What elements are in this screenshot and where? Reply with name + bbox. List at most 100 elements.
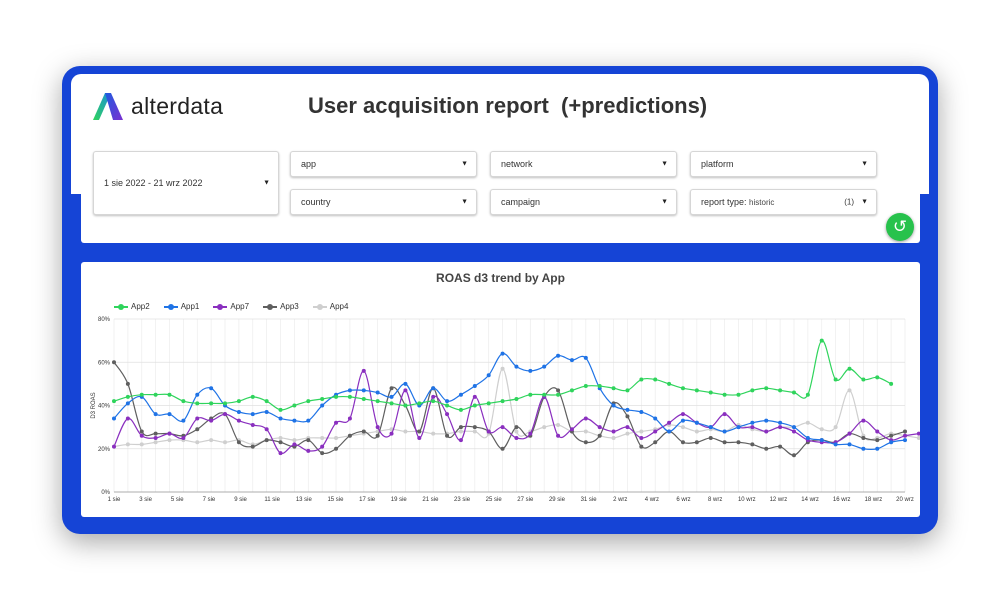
data-point-app2 bbox=[209, 401, 214, 406]
data-point-app3 bbox=[264, 438, 269, 443]
data-point-app1 bbox=[389, 394, 394, 399]
country-filter[interactable]: country ▼ bbox=[290, 189, 477, 215]
data-point-app1 bbox=[431, 386, 436, 391]
data-point-app7 bbox=[916, 431, 920, 436]
data-point-app3 bbox=[417, 429, 422, 434]
data-point-app3 bbox=[625, 414, 630, 419]
data-point-app4 bbox=[805, 420, 810, 425]
data-point-app3 bbox=[708, 435, 713, 440]
platform-filter[interactable]: platform ▼ bbox=[690, 151, 877, 177]
data-point-app3 bbox=[361, 429, 366, 434]
data-point-app3 bbox=[112, 360, 116, 365]
data-point-app1 bbox=[181, 418, 186, 423]
data-point-app2 bbox=[278, 407, 283, 412]
data-point-app1 bbox=[694, 420, 699, 425]
x-tick-label: 29 sie bbox=[549, 497, 566, 503]
data-point-app7 bbox=[597, 425, 602, 430]
data-point-app2 bbox=[875, 375, 880, 380]
report-type-filter[interactable]: report type: historic (1) ▼ bbox=[690, 189, 877, 215]
legend-swatch bbox=[114, 303, 128, 311]
report-type-label: report type: historic bbox=[701, 197, 774, 207]
data-point-app3 bbox=[583, 440, 588, 445]
network-filter[interactable]: network ▼ bbox=[490, 151, 677, 177]
data-point-app3 bbox=[653, 440, 658, 445]
chevron-down-icon: ▼ bbox=[861, 198, 868, 206]
data-point-app1 bbox=[278, 416, 283, 421]
data-point-app1 bbox=[680, 418, 685, 423]
data-point-app7 bbox=[417, 435, 422, 440]
data-point-app2 bbox=[569, 388, 574, 393]
data-point-app1 bbox=[847, 442, 852, 447]
data-point-app7 bbox=[389, 431, 394, 436]
data-point-app3 bbox=[861, 435, 866, 440]
data-point-app7 bbox=[431, 394, 436, 399]
data-point-app7 bbox=[445, 412, 450, 417]
data-point-app7 bbox=[278, 451, 283, 456]
data-point-app4 bbox=[209, 438, 214, 443]
reset-icon: ↺ bbox=[892, 217, 908, 236]
data-point-app2 bbox=[764, 386, 769, 391]
data-point-app7 bbox=[361, 368, 366, 373]
legend-item-app2[interactable]: App2 bbox=[114, 302, 150, 311]
x-tick-label: 31 sie bbox=[581, 497, 598, 503]
data-point-app2 bbox=[583, 384, 588, 389]
y-axis-label: D3 ROAS bbox=[91, 392, 97, 418]
data-point-app7 bbox=[334, 420, 339, 425]
data-point-app2 bbox=[361, 397, 366, 402]
data-point-app7 bbox=[639, 435, 644, 440]
dashboard-frame: alterdata User acquisition report (+pred… bbox=[62, 66, 938, 534]
data-point-app1 bbox=[667, 429, 672, 434]
logo[interactable]: alterdata bbox=[91, 86, 223, 126]
campaign-filter[interactable]: campaign ▼ bbox=[490, 189, 677, 215]
data-point-app3 bbox=[347, 433, 352, 438]
app-filter-label: app bbox=[301, 159, 317, 169]
platform-filter-label: platform bbox=[701, 159, 734, 169]
x-tick-label: 5 sie bbox=[171, 497, 184, 503]
x-tick-label: 1 sie bbox=[108, 497, 121, 503]
x-tick-label: 7 sie bbox=[203, 497, 216, 503]
x-tick-label: 16 wrz bbox=[833, 497, 851, 503]
data-point-app3 bbox=[750, 442, 755, 447]
data-point-app1 bbox=[833, 442, 838, 447]
data-point-app7 bbox=[667, 420, 672, 425]
legend-item-app1[interactable]: App1 bbox=[163, 302, 199, 311]
report-type-count: (1) bbox=[844, 197, 854, 207]
data-point-app2 bbox=[223, 401, 228, 406]
data-point-app3 bbox=[778, 444, 783, 449]
app-filter[interactable]: app ▼ bbox=[290, 151, 477, 177]
data-point-app3 bbox=[306, 438, 311, 443]
data-point-app1 bbox=[347, 388, 352, 393]
data-point-app3 bbox=[334, 446, 339, 451]
data-point-app2 bbox=[500, 399, 505, 404]
y-tick-label: 0% bbox=[101, 490, 110, 496]
legend-item-app7[interactable]: App7 bbox=[213, 302, 249, 311]
data-point-app4 bbox=[125, 442, 130, 447]
data-point-app2 bbox=[653, 377, 658, 382]
data-point-app2 bbox=[306, 399, 311, 404]
date-range-picker[interactable]: 1 sie 2022 - 21 wrz 2022 ▼ bbox=[93, 151, 279, 215]
legend-item-app3[interactable]: App3 bbox=[263, 302, 299, 311]
data-point-app3 bbox=[514, 425, 519, 430]
data-point-app1 bbox=[861, 446, 866, 451]
data-point-app4 bbox=[500, 366, 505, 371]
x-tick-label: 27 sie bbox=[517, 497, 534, 503]
legend-item-app4[interactable]: App4 bbox=[312, 302, 348, 311]
data-point-app2 bbox=[250, 394, 255, 399]
reset-button[interactable]: ↺ bbox=[886, 213, 914, 241]
data-point-app2 bbox=[542, 392, 547, 397]
data-point-app4 bbox=[334, 435, 339, 440]
data-point-app4 bbox=[583, 429, 588, 434]
x-tick-label: 19 sie bbox=[391, 497, 408, 503]
chart-panel: ROAS d3 trend by App App2 App1 App7 App3 App… bbox=[81, 262, 920, 517]
roas-chart: 0% 20% 40% 60% 80% D3 ROAS 1 sie 3 sie 5 sie 7 si… bbox=[91, 317, 920, 503]
data-point-app7 bbox=[223, 412, 228, 417]
data-point-app1 bbox=[125, 401, 130, 406]
data-point-app1 bbox=[486, 373, 491, 378]
data-point-app3 bbox=[764, 446, 769, 451]
data-point-app1 bbox=[112, 416, 116, 421]
data-point-app4 bbox=[278, 435, 283, 440]
alterdata-logo-icon bbox=[93, 93, 123, 120]
data-point-app4 bbox=[556, 422, 561, 427]
data-point-app2 bbox=[195, 401, 200, 406]
chart-title: ROAS d3 trend by App bbox=[436, 271, 565, 285]
